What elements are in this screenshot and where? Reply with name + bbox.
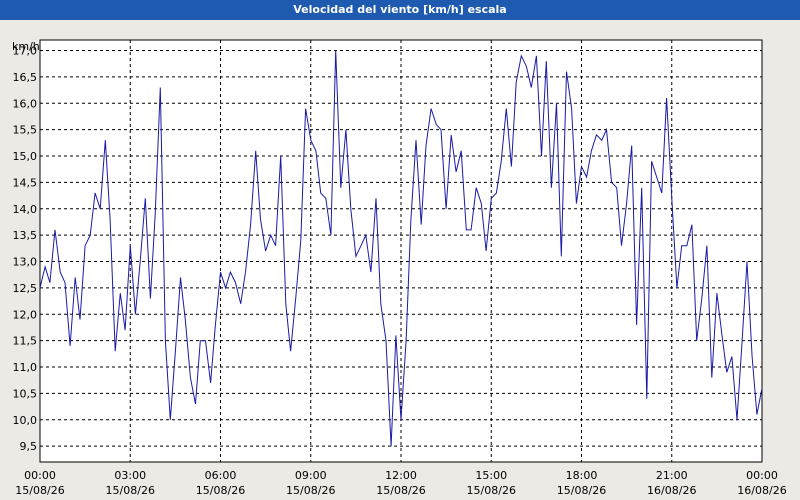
y-tick-label: 12,0 — [13, 308, 38, 321]
y-tick-label: 11,5 — [13, 335, 38, 348]
x-tick-date-label: 15/08/26 — [557, 484, 606, 497]
y-tick-label: 10,5 — [13, 387, 38, 400]
x-tick-time-label: 00:00 — [746, 469, 778, 482]
x-tick-time-label: 00:00 — [24, 469, 56, 482]
x-tick-date-label: 15/08/26 — [376, 484, 425, 497]
y-tick-label: 10,0 — [13, 414, 38, 427]
grid-lines — [40, 40, 762, 462]
x-tick-date-label: 15/08/26 — [286, 484, 335, 497]
y-tick-label: 14,5 — [13, 176, 38, 189]
chart-title: Velocidad del viento [km/h] escala — [0, 0, 800, 20]
y-tick-label: 13,5 — [13, 229, 38, 242]
y-tick-label: 15,5 — [13, 124, 38, 137]
y-tick-label: 16,5 — [13, 71, 38, 84]
x-tick-date-label: 15/08/26 — [467, 484, 516, 497]
x-tick-date-label: 15/08/26 — [196, 484, 245, 497]
x-tick-labels: 00:00 15/08/26 03:00 15/08/26 06:00 15/08/26 0… — [15, 469, 786, 497]
y-tick-label: 13,0 — [13, 256, 38, 269]
x-tick-time-label: 12:00 — [385, 469, 417, 482]
x-tick-date-label: 15/08/26 — [15, 484, 64, 497]
x-tick-date-label: 16/08/26 — [647, 484, 696, 497]
x-tick-time-label: 09:00 — [295, 469, 327, 482]
y-tick-label: 16,0 — [13, 97, 38, 110]
y-tick-label: 9,5 — [20, 440, 38, 453]
y-tick-label: 17,0 — [13, 45, 38, 58]
y-tick-labels: 9,5 10,0 10,5 11,0 11,5 12,0 12,5 13,0 13,5 14,0 1… — [13, 45, 38, 454]
x-tick-time-label: 21:00 — [656, 469, 688, 482]
x-tick-date-label: 15/08/26 — [106, 484, 155, 497]
x-tick-time-label: 15:00 — [475, 469, 507, 482]
x-tick-date-label: 16/08/26 — [737, 484, 786, 497]
x-tick-time-label: 06:00 — [205, 469, 237, 482]
y-axis-unit-label: km/h — [12, 40, 40, 53]
y-tick-label: 15,0 — [13, 150, 38, 163]
x-tick-time-label: 03:00 — [114, 469, 146, 482]
x-tick-time-label: 18:00 — [566, 469, 598, 482]
wind-speed-line — [39, 50, 763, 447]
y-tick-label: 12,5 — [13, 282, 38, 295]
y-tick-label: 14,0 — [13, 203, 38, 216]
y-tick-label: 11,0 — [13, 361, 38, 374]
